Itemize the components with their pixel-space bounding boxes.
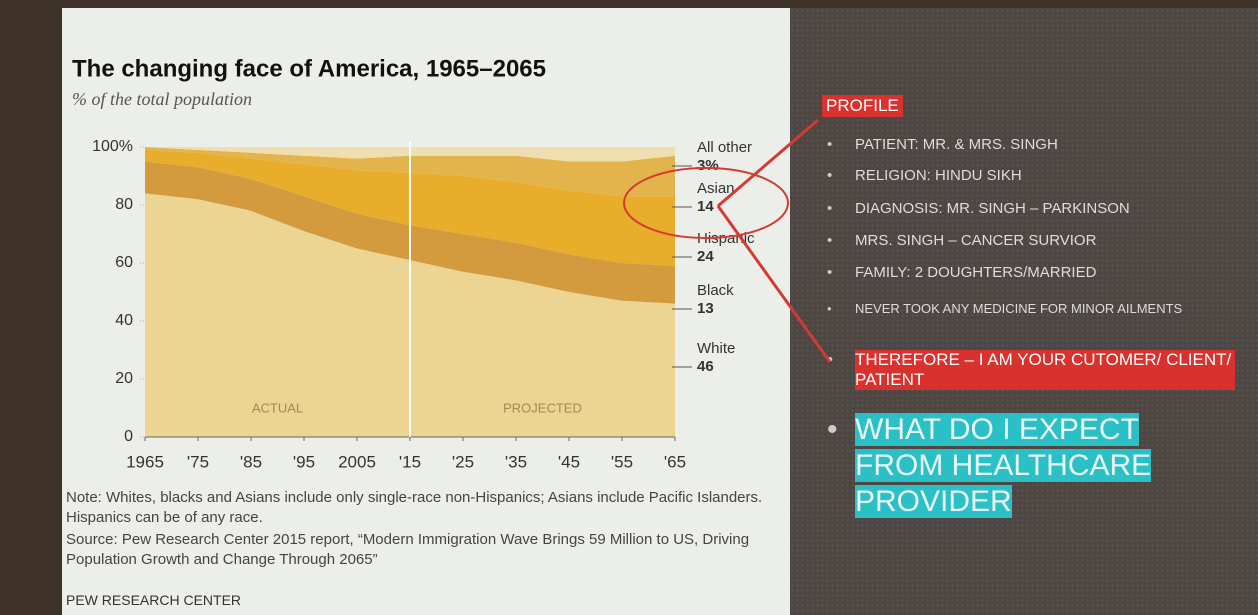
x-tick-label: 2005 [338, 452, 376, 471]
legend-label: White [697, 340, 735, 357]
x-tick-label: '45 [558, 452, 580, 471]
chart-subtitle: % of the total population [72, 89, 252, 109]
value-label: 46 [697, 358, 714, 375]
x-tick-label: '65 [664, 452, 686, 471]
chart: The changing face of America, 1965–2065 … [0, 0, 1258, 615]
x-tick-label: '55 [611, 452, 633, 471]
value-label: 3% [697, 157, 719, 174]
x-tick-label: '75 [187, 452, 209, 471]
value-label: 13 [697, 300, 714, 317]
y-tick-label: 80 [115, 196, 133, 213]
x-tick-label: '15 [399, 452, 421, 471]
annotation-arrow [718, 206, 830, 362]
x-tick-label: '35 [505, 452, 527, 471]
annotation: ACTUAL [252, 400, 303, 415]
legend-label: All other [697, 139, 752, 156]
annotation-arrow [718, 120, 818, 206]
y-tick-label: 0 [124, 428, 133, 445]
legend-label: Black [697, 282, 734, 299]
value-label: 24 [697, 248, 714, 265]
plot: 0 20 40 60 80 100% 1965 '75 '85 '95 2005 '15 '25 '35 '… [92, 138, 755, 471]
y-tick-label: 100% [92, 138, 133, 155]
y-tick-label: 40 [115, 312, 133, 329]
y-tick-label: 60 [115, 254, 133, 271]
x-tick-label: '95 [293, 452, 315, 471]
x-tick-label: '25 [452, 452, 474, 471]
page: Note: Whites, blacks and Asians include … [0, 0, 1258, 615]
legend-label: Asian [697, 180, 735, 197]
annotation: PROJECTED [503, 400, 582, 415]
x-tick-label: '85 [240, 452, 262, 471]
chart-title: The changing face of America, 1965–2065 [72, 55, 546, 82]
y-tick-label: 20 [115, 370, 133, 387]
x-tick-label: 1965 [126, 452, 164, 471]
value-label: 14 [697, 198, 714, 215]
